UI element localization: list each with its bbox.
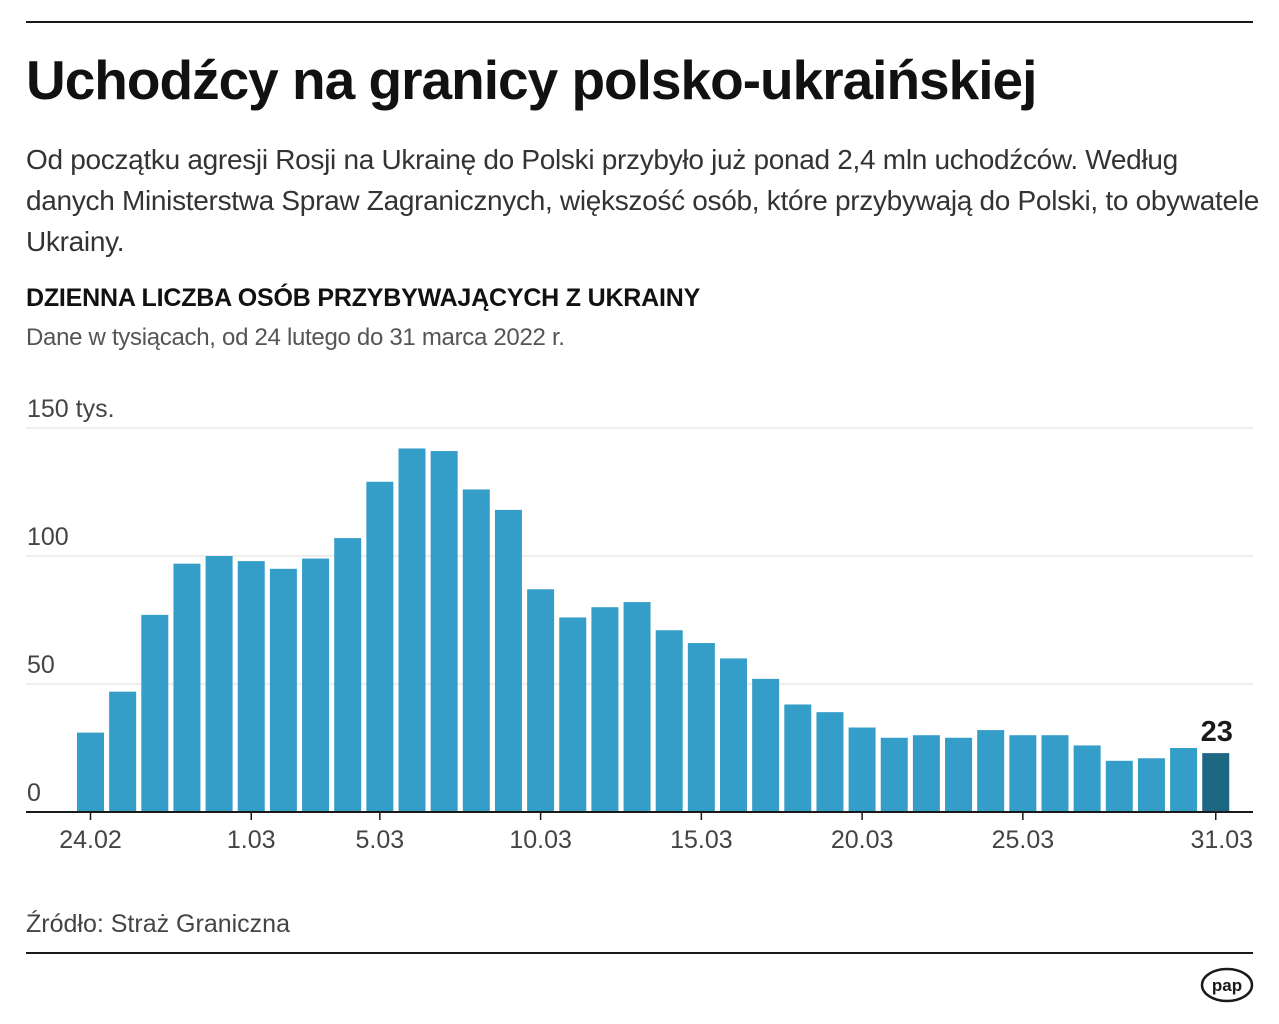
bar-chart: 0 50 100 150 tys. 23 24.02 1.03 5.03 10.03 15.03 2… <box>26 395 1253 854</box>
x-tick-label: 5.03 <box>356 826 405 854</box>
bar <box>302 558 330 812</box>
bar <box>527 589 555 812</box>
x-tick-label: 15.03 <box>670 826 733 854</box>
highlight-value-label: 23 <box>1201 716 1233 748</box>
bar <box>141 614 169 812</box>
chart-subtitle: Dane w tysiącach, od 24 lutego do 31 mar… <box>26 324 565 351</box>
pap-logo-text: pap <box>1212 976 1242 995</box>
bar <box>752 678 780 812</box>
y-tick-label: 100 <box>27 523 69 551</box>
x-tick-label: 1.03 <box>227 826 276 854</box>
bar <box>816 712 844 812</box>
bar <box>334 538 362 812</box>
bar <box>848 727 876 812</box>
pap-logo: pap <box>1200 967 1254 1003</box>
bar <box>77 732 104 812</box>
bar <box>912 735 940 812</box>
y-tick-label: 0 <box>27 779 41 807</box>
bar <box>784 704 812 812</box>
bar <box>494 509 522 812</box>
bar <box>977 730 1005 812</box>
bar <box>366 481 394 812</box>
bar <box>559 617 587 812</box>
bar <box>1137 758 1165 812</box>
x-tick-label: 31.03 <box>1190 826 1253 854</box>
bar <box>687 643 715 812</box>
bar-highlighted <box>1202 753 1230 812</box>
bar <box>269 568 297 812</box>
bottom-rule <box>26 952 1253 954</box>
bar <box>205 556 233 812</box>
source-note: Źródło: Straż Graniczna <box>26 910 290 938</box>
bar <box>945 737 973 812</box>
bar <box>655 630 683 812</box>
bar <box>1009 735 1037 812</box>
chart-title: DZIENNA LICZBA OSÓB PRZYBYWAJĄCYCH Z UKR… <box>26 284 701 312</box>
bar <box>1170 748 1198 812</box>
x-tick-label: 24.02 <box>59 826 122 854</box>
x-tick-label: 20.03 <box>831 826 894 854</box>
bar <box>1105 760 1133 812</box>
bar <box>398 448 426 812</box>
bar <box>1073 745 1101 812</box>
y-tick-label: 50 <box>27 651 55 679</box>
bar <box>430 451 458 812</box>
bars <box>77 448 1230 812</box>
x-tick-label: 10.03 <box>509 826 572 854</box>
bar <box>1041 735 1069 812</box>
page-title: Uchodźcy na granicy polsko-ukraińskiej <box>26 49 1037 111</box>
intro-paragraph: Od początku agresji Rosji na Ukrainę do … <box>26 144 1260 257</box>
bar <box>591 607 619 812</box>
x-tick-label: 25.03 <box>992 826 1055 854</box>
axes <box>26 811 1253 820</box>
tick-labels: 0 50 100 150 tys. 23 24.02 1.03 5.03 10.03 15.03 2… <box>27 395 1253 854</box>
y-tick-label: 150 tys. <box>27 395 115 423</box>
bar <box>720 658 747 812</box>
bar <box>880 737 908 812</box>
bar <box>237 561 265 812</box>
top-rule <box>26 21 1253 23</box>
bar <box>462 489 490 812</box>
bar <box>173 563 201 812</box>
bar <box>623 602 651 812</box>
bar <box>109 691 137 812</box>
